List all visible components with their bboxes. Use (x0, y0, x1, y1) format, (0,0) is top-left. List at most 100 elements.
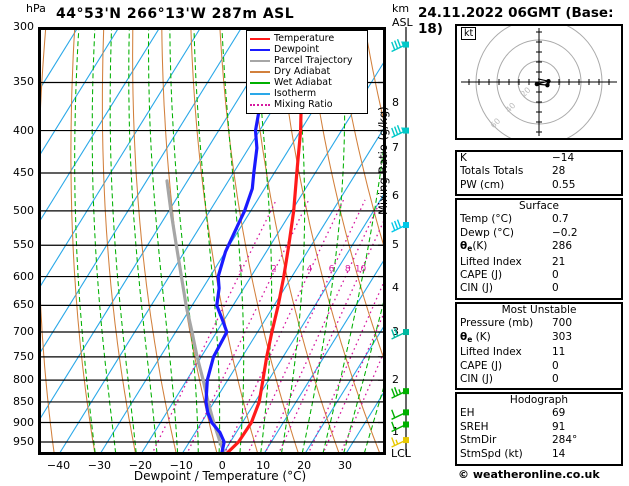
svg-text:6: 6 (329, 265, 335, 275)
legend-swatch (250, 92, 270, 95)
hodograph-panel: 20 40 60 (455, 11, 623, 153)
panel-row-value: 14 (552, 447, 566, 460)
panel-row-key: CIN (J) (460, 373, 493, 386)
panel-row-key: Dewp (°C) (460, 226, 514, 239)
station-title: 44°53'N 266°13'W 287m ASL (56, 6, 295, 22)
svg-text:4: 4 (307, 265, 313, 275)
temp-tick-0: 0 (218, 459, 226, 472)
legend-swatch (250, 48, 270, 51)
legend-label: Isotherm (274, 88, 317, 99)
hodograph-unit-label: kt (461, 27, 477, 40)
panel-row: Lifted Index 11 (457, 346, 621, 359)
pressure-tick-300: 300 (13, 20, 34, 33)
svg-text:60: 60 (489, 116, 503, 130)
panel-row: StmDir 284° (457, 434, 621, 447)
pressure-tick-450: 450 (13, 165, 34, 179)
panel-row: CIN (J) 0 (457, 282, 621, 295)
panel-row: SREH 91 (457, 421, 621, 434)
panel-row: PW (cm) 0.55 (457, 179, 621, 192)
temp-tick--30: −30 (87, 459, 112, 472)
panel-row-key: Pressure (mb) (460, 317, 534, 330)
legend-swatch (250, 103, 270, 106)
pressure-tick-800: 800 (13, 373, 34, 387)
panel-row-value: 21 (552, 255, 566, 268)
legend-item-0: Temperature (250, 33, 364, 44)
pressure-tick-600: 600 (13, 269, 34, 283)
legend-item-6: Mixing Ratio (250, 99, 364, 110)
panel-row-key: CAPE (J) (460, 269, 503, 282)
panel-hodograph-stats: Hodograph EH 69 SREH 91 StmDir 284° StmSpd (kt)… (455, 392, 623, 466)
svg-text:40: 40 (504, 101, 518, 115)
panel-row-value: 0 (552, 373, 559, 386)
height-tick-7: 7 (392, 141, 399, 155)
legend-label: Mixing Ratio (274, 99, 333, 110)
height-unit-label-km: km (392, 2, 410, 15)
panel-row: CIN (J) 0 (457, 373, 621, 386)
panel-stability: K −14 Totals Totals 28 PW (cm) 0.55 (455, 150, 623, 196)
panel-row-key: SREH (460, 420, 489, 433)
temp-tick-20: 20 (297, 459, 312, 472)
panel-row: CAPE (J) 0 (457, 360, 621, 373)
panel-row: StmSpd (kt) 14 (457, 448, 621, 461)
copyright-notice: © weatheronline.co.uk (458, 468, 600, 481)
panel-row: EH 69 (457, 407, 621, 420)
panel-row: Dewp (°C) −0.2 (457, 227, 621, 240)
panel-title: Most Unstable (501, 304, 577, 316)
svg-text:2: 2 (271, 265, 277, 275)
legend-swatch (250, 59, 270, 62)
x-axis-title: Dewpoint / Temperature (°C) (133, 469, 307, 483)
pressure-tick-950: 950 (13, 434, 34, 448)
svg-text:8: 8 (345, 265, 351, 275)
panel-row: Temp (°C) 0.7 (457, 213, 621, 226)
legend-item-3: Dry Adiabat (250, 66, 364, 77)
pressure-tick-900: 900 (13, 415, 34, 429)
panel-row-value: 303 (552, 330, 573, 343)
pressure-tick-400: 400 (13, 123, 34, 137)
legend-swatch (250, 81, 270, 84)
legend-label: Parcel Trajectory (274, 55, 353, 66)
panel-row-key: Lifted Index (460, 255, 522, 268)
pressure-tick-500: 500 (13, 203, 34, 217)
panel-row-value: −14 (552, 152, 575, 164)
height-tick-6: 6 (392, 189, 399, 203)
panel-row: CAPE (J) 0 (457, 269, 621, 282)
panel-row-key: Temp (°C) (460, 213, 513, 226)
panel-row-key: θe(K) (460, 240, 488, 254)
panel-row-value: 0 (552, 282, 559, 295)
height-tick-8: 8 (392, 95, 399, 109)
height-tick-5: 5 (392, 238, 399, 252)
wind-barb-column (391, 27, 409, 455)
panel-row-value: 91 (552, 420, 566, 433)
height-tick-2: 2 (392, 373, 399, 387)
legend-label: Temperature (274, 33, 335, 44)
panel-title: Surface (518, 200, 559, 212)
svg-text:1: 1 (238, 265, 244, 275)
panel-title: Hodograph (509, 394, 569, 406)
panel-row: θe (K) 303 (457, 331, 621, 346)
panel-row-value: 0 (552, 269, 559, 282)
panel-row-value: −0.2 (552, 226, 578, 239)
panel-row: Totals Totals 28 (457, 165, 621, 178)
panel-row-value: 0.7 (552, 213, 569, 226)
svg-text:20: 20 (519, 85, 533, 99)
legend-label: Wet Adiabat (274, 77, 332, 88)
panel-row: K −14 (457, 152, 621, 165)
legend-swatch (250, 37, 270, 40)
panel-surface: Surface Temp (°C) 0.7 Dewp (°C) −0.2 θe(K) 286… (455, 198, 623, 300)
legend-item-2: Parcel Trajectory (250, 55, 364, 66)
panel-row-value: 69 (552, 407, 566, 420)
pressure-tick-850: 850 (13, 394, 34, 408)
legend-label: Dry Adiabat (274, 66, 331, 77)
temp-tick-30: 30 (338, 459, 353, 472)
temp-tick-10: 10 (256, 459, 271, 472)
panel-most-unstable: Most Unstable Pressure (mb) 700 θe (K) 303 Li… (455, 302, 623, 390)
panel-row-value: 11 (552, 346, 566, 359)
panel-row-value: 700 (552, 317, 573, 330)
pressure-tick-650: 650 (13, 298, 34, 312)
pressure-tick-700: 700 (13, 325, 34, 339)
panel-row-value: 284° (552, 434, 578, 447)
legend-item-5: Isotherm (250, 88, 364, 99)
panel-row-key: StmSpd (kt) (460, 447, 523, 460)
height-tick-1: 1 (392, 425, 399, 439)
